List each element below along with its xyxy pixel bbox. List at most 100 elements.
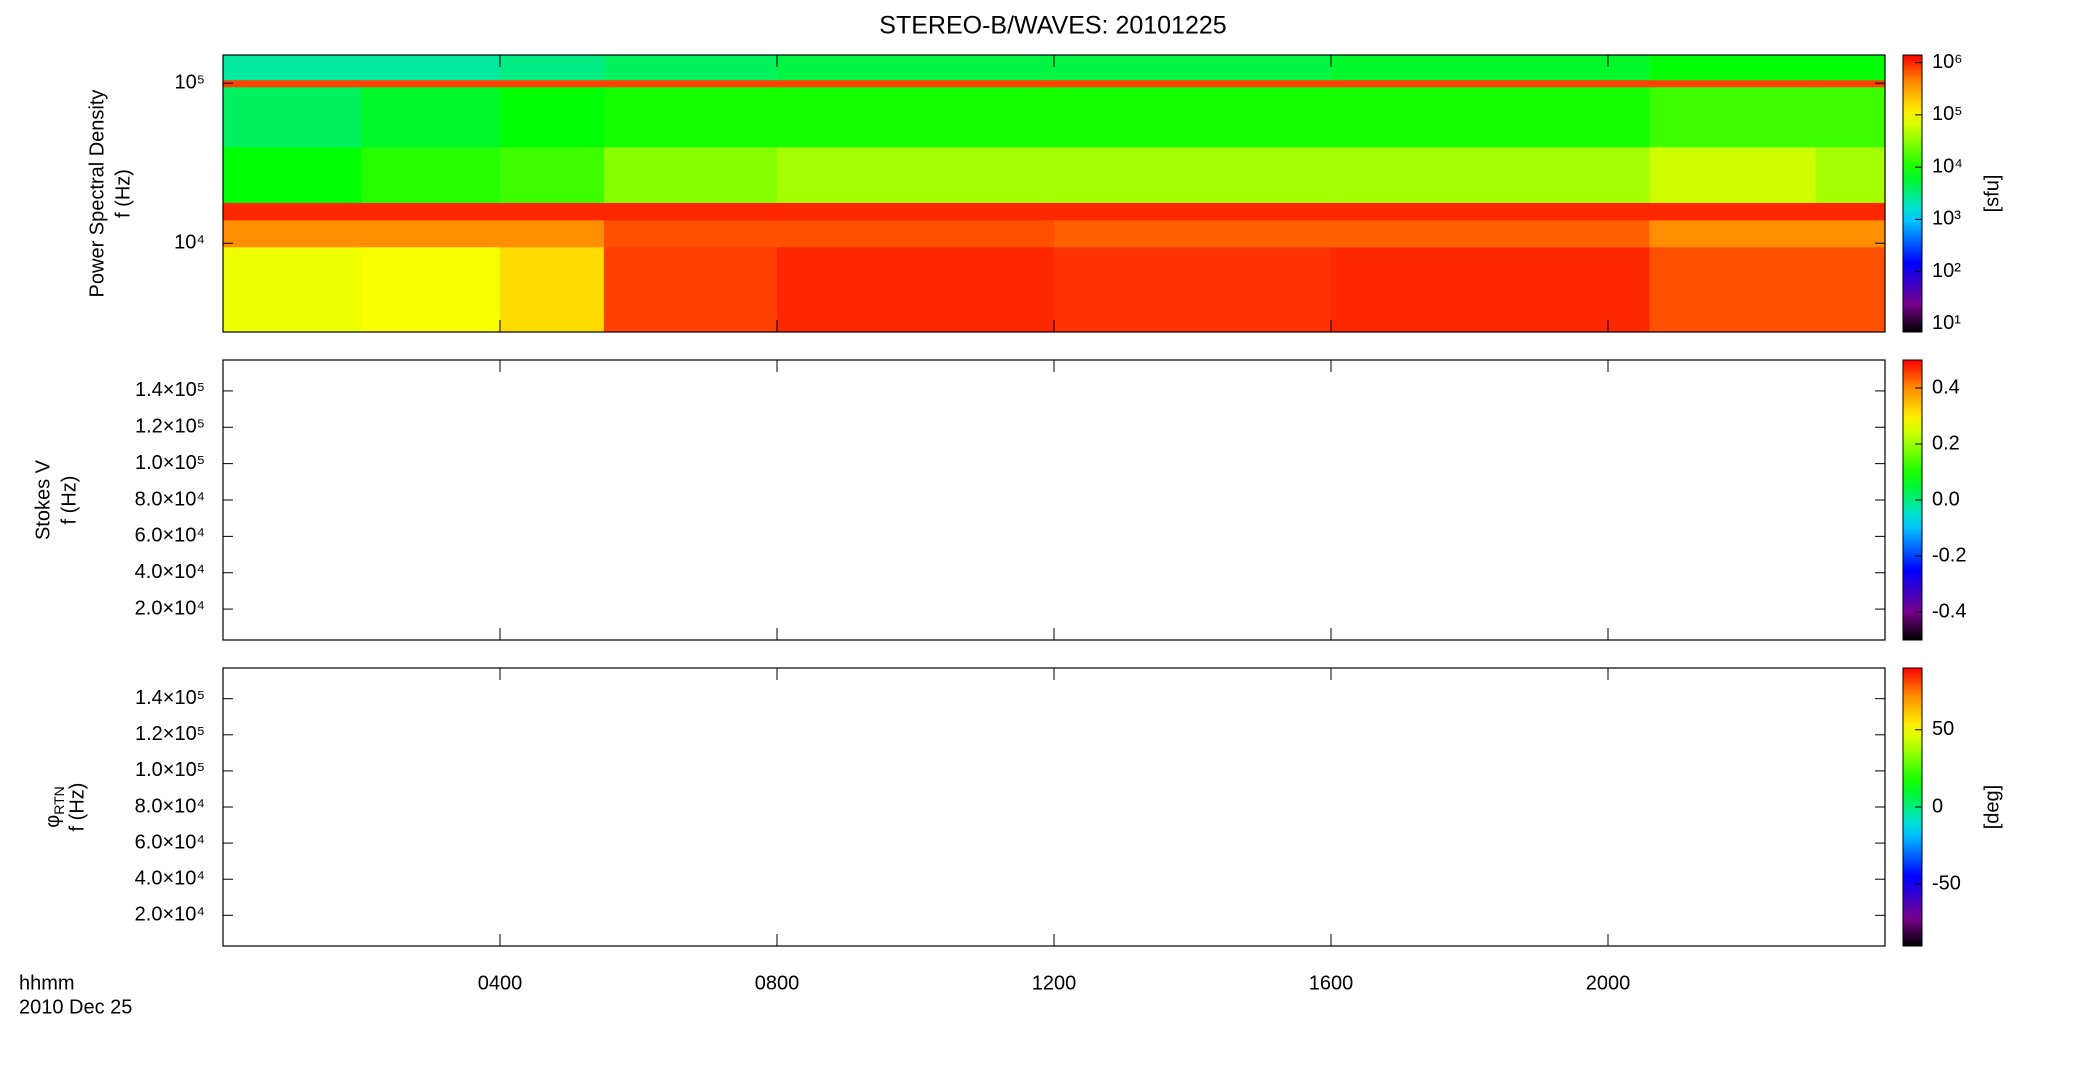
y-axis-label: φRTN <box>42 786 66 828</box>
heatmap-cell <box>1649 246 1817 333</box>
x-tick-label: 1200 <box>1032 972 1077 994</box>
heatmap-cell <box>777 246 1055 333</box>
heatmap-cell <box>223 246 362 333</box>
heatmap-cell <box>500 146 605 203</box>
heatmap-cell <box>223 219 362 248</box>
x-tick-label: 0800 <box>755 972 800 994</box>
x-tick-label: 2000 <box>1586 972 1631 994</box>
heatmap-cell <box>361 146 501 203</box>
colorbar-label: [sfu] <box>1981 175 2003 213</box>
heatmap-cell <box>1054 219 1332 248</box>
colorbar-tick-label: -0.4 <box>1932 600 1966 622</box>
y-axis-label: Stokes V <box>32 459 54 540</box>
heatmap-cell <box>1054 79 1332 88</box>
y-tick-label: 2.0×10⁴ <box>135 597 205 619</box>
colorbar-tick-label: 10⁴ <box>1932 155 1963 177</box>
colorbar-tick-label: 10⁵ <box>1932 103 1963 125</box>
heatmap-cell <box>1815 55 1886 81</box>
heatmap-cell <box>777 146 1055 203</box>
colorbar-tick-label: -0.2 <box>1932 544 1966 566</box>
y-tick-label: 1.2×10⁵ <box>135 723 205 745</box>
heatmap-cell <box>1649 146 1817 203</box>
heatmap-cell <box>223 86 362 148</box>
heatmap-cell <box>223 79 362 88</box>
heatmap-cell <box>603 246 778 333</box>
y-tick-label: 10⁵ <box>174 71 205 93</box>
y-tick-label: 4.0×10⁴ <box>135 867 205 889</box>
colorbar-tick-label: 0.2 <box>1932 432 1960 454</box>
colorbar-label: [deg] <box>1981 785 2003 829</box>
heatmap-cell <box>500 246 605 333</box>
heatmap-cell <box>1649 202 1817 221</box>
heatmap-cell <box>1054 202 1332 221</box>
heatmap-cell <box>1331 55 1651 81</box>
colorbar-tick-label: 0.4 <box>1932 376 1960 398</box>
y-tick-label: 8.0×10⁴ <box>135 488 205 510</box>
y-tick-label: 1.0×10⁵ <box>135 452 205 474</box>
y-axis-symbol: φ <box>42 815 64 828</box>
heatmap-cell <box>500 202 605 221</box>
heatmap-cell <box>1815 79 1886 88</box>
heatmap-cell <box>361 246 501 333</box>
heatmap-cell <box>500 219 605 248</box>
heatmap-cell <box>361 55 501 81</box>
heatmap-cell <box>777 55 1055 81</box>
y-tick-label: 8.0×10⁴ <box>135 795 205 817</box>
y-tick-label: 1.2×10⁵ <box>135 416 205 438</box>
chart-title: STEREO-B/WAVES: 20101225 <box>879 12 1226 40</box>
heatmap-cell <box>1331 246 1651 333</box>
heatmap-cell <box>1054 146 1332 203</box>
x-tick-label: 1600 <box>1309 972 1354 994</box>
heatmap-cell <box>361 202 501 221</box>
y-tick-label: 6.0×10⁴ <box>135 831 205 853</box>
x-tick-label: 0400 <box>478 972 523 994</box>
heatmap-cell <box>1649 86 1817 148</box>
y-tick-label: 4.0×10⁴ <box>135 561 205 583</box>
y-axis-subscript: RTN <box>51 786 67 815</box>
heatmap-cell <box>1331 202 1651 221</box>
plot-frame <box>222 359 1886 641</box>
heatmap-cell <box>603 86 778 148</box>
heatmap-cell <box>777 86 1055 148</box>
y-axis-label: Power Spectral Density <box>86 90 108 298</box>
y-axis-label: f (Hz) <box>112 169 134 218</box>
heatmap-cell <box>1054 55 1332 81</box>
y-tick-label: 1.4×10⁵ <box>135 379 205 401</box>
heatmap-cell <box>777 219 1055 248</box>
heatmap-cell <box>500 86 605 148</box>
y-tick-label: 1.0×10⁵ <box>135 759 205 781</box>
heatmap-cell <box>1649 79 1817 88</box>
heatmap-cell <box>603 79 778 88</box>
heatmap-cell <box>361 86 501 148</box>
heatmap-cell <box>1815 202 1886 221</box>
colorbar-tick-label: 50 <box>1932 718 1954 740</box>
heatmap-cell <box>777 202 1055 221</box>
heatmap-cell <box>1331 146 1651 203</box>
colorbar <box>1902 54 1923 333</box>
heatmap-cell <box>1815 86 1886 148</box>
heatmap-cell <box>1054 246 1332 333</box>
heatmap-cell <box>1054 86 1332 148</box>
heatmap-cell <box>603 202 778 221</box>
heatmap-cell <box>1815 219 1886 248</box>
heatmap-cell <box>361 219 501 248</box>
heatmap-cell <box>1649 219 1817 248</box>
heatmap-cell <box>1331 79 1651 88</box>
colorbar-tick-label: 10¹ <box>1932 312 1961 334</box>
colorbar-tick-label: 0.0 <box>1932 488 1960 510</box>
heatmap-cell <box>223 55 362 81</box>
colorbar-tick-label: -50 <box>1932 873 1961 895</box>
heatmap-cell <box>500 55 605 81</box>
heatmap-cell <box>223 202 362 221</box>
heatmap-cell <box>361 79 501 88</box>
y-axis-label: f (Hz) <box>66 783 88 832</box>
heatmap-cell <box>603 55 778 81</box>
heatmap-cell <box>1331 219 1651 248</box>
colorbar-tick-label: 10² <box>1932 260 1961 282</box>
heatmap-cell <box>223 146 362 203</box>
y-tick-label: 2.0×10⁴ <box>135 904 205 926</box>
plot-frame <box>222 667 1886 947</box>
y-tick-label: 1.4×10⁵ <box>135 687 205 709</box>
heatmap-cell <box>603 146 778 203</box>
